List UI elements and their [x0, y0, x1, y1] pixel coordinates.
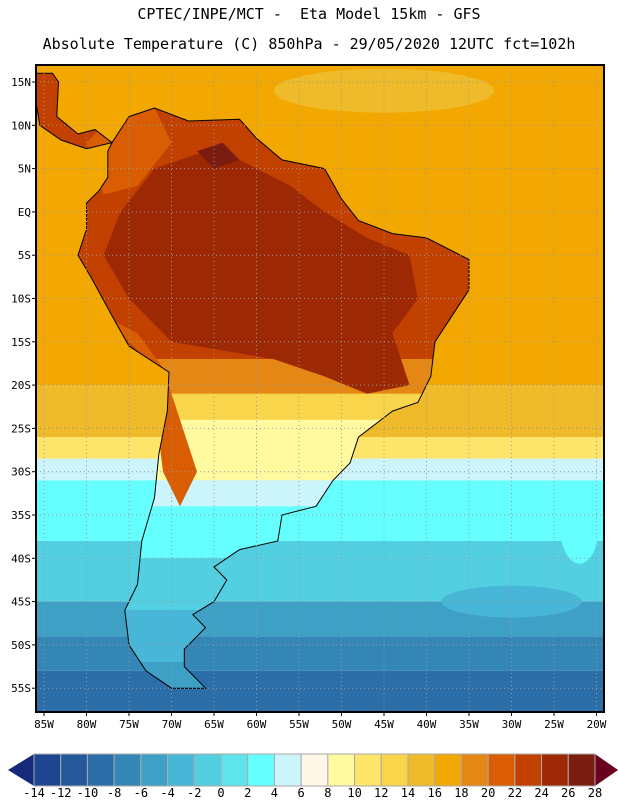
- amazon-hot-region: [103, 151, 418, 394]
- colorbar-over-arrow: [595, 754, 618, 786]
- lon-label: 65W: [204, 718, 224, 731]
- hot-core: [197, 142, 240, 169]
- ocean-temperature-band: [36, 636, 604, 671]
- colorbar-label: -4: [160, 786, 174, 800]
- colorbar-swatch: [514, 753, 543, 787]
- map-field: [36, 65, 604, 712]
- colorbar-label: -2: [187, 786, 201, 800]
- colorbar-label: 10: [347, 786, 361, 800]
- lon-label: 45W: [374, 718, 394, 731]
- colorbar-label: -10: [77, 786, 99, 800]
- lat-label: 15N: [11, 76, 31, 89]
- map-frame: [35, 64, 605, 713]
- colorbar-swatch: [567, 753, 596, 787]
- colorbar-swatch: [247, 753, 275, 787]
- colorbar-label: 28: [588, 786, 602, 800]
- colorbar-label: 16: [427, 786, 441, 800]
- colorbar-swatch: [487, 753, 516, 787]
- colorbar-swatch: [33, 753, 62, 787]
- colorbar-under-arrow: [8, 754, 34, 786]
- colorbar-label: -12: [50, 786, 72, 800]
- colorbar-swatch: [380, 753, 409, 787]
- colorbar-swatch: [273, 753, 302, 787]
- lon-label: 75W: [119, 718, 139, 731]
- lon-label: 85W: [34, 718, 54, 731]
- lon-label: 50W: [332, 718, 352, 731]
- colorbar-swatch: [167, 753, 195, 787]
- chart-subtitle: Absolute Temperature (C) 850hPa - 29/05/…: [42, 35, 576, 53]
- colorbar-swatch: [193, 753, 222, 787]
- lat-label: 10N: [11, 119, 31, 132]
- colorbar-label: 14: [401, 786, 415, 800]
- lon-label: 40W: [417, 718, 437, 731]
- lon-label: 35W: [459, 718, 479, 731]
- lat-label: 35S: [11, 509, 31, 522]
- andes-region: [103, 315, 197, 507]
- lon-label: 60W: [247, 718, 267, 731]
- colorbar-swatch: [60, 753, 88, 787]
- colorbar-label: 20: [481, 786, 495, 800]
- lat-label: 15S: [11, 336, 31, 349]
- colorbar-label: -6: [134, 786, 148, 800]
- lat-label: 10S: [11, 293, 31, 306]
- colorbar-label: 24: [534, 786, 548, 800]
- colorbar-swatch: [434, 753, 462, 787]
- lon-label: 20W: [587, 718, 607, 731]
- lat-label: 30S: [11, 466, 31, 479]
- lat-label: 5S: [18, 249, 31, 262]
- colorbar-label: -14: [23, 786, 45, 800]
- colorbar-label: 6: [298, 786, 305, 800]
- lat-label: 25S: [11, 422, 31, 435]
- colorbar-swatch: [300, 753, 329, 787]
- ocean-cool-patch: [274, 68, 494, 113]
- colorbar-swatch: [113, 753, 142, 787]
- lon-label: 80W: [77, 718, 97, 731]
- colorbar-label: 0: [217, 786, 224, 800]
- colorbar-swatch: [220, 753, 249, 787]
- lat-label: 50S: [11, 639, 31, 652]
- lat-label: 45S: [11, 596, 31, 609]
- colorbar-swatch: [354, 753, 382, 787]
- lon-label: 70W: [162, 718, 182, 731]
- lat-label: 40S: [11, 552, 31, 565]
- ocean-temperature-band: [36, 670, 604, 712]
- chart-title: CPTEC/INPE/MCT - Eta Model 15km - GFS: [137, 5, 481, 23]
- colorbar-label: 18: [454, 786, 468, 800]
- colorbar-label: 4: [271, 786, 278, 800]
- colorbar-swatch: [541, 753, 569, 787]
- lat-label: 55S: [11, 682, 31, 695]
- colorbar-label: 8: [324, 786, 331, 800]
- lon-label: 55W: [289, 718, 309, 731]
- south-america-outline: [77, 107, 470, 689]
- colorbar-label: 2: [244, 786, 251, 800]
- ocean-warm-patch: [559, 483, 600, 564]
- lon-label: 30W: [502, 718, 522, 731]
- lon-label: 25W: [544, 718, 564, 731]
- lat-label: EQ: [18, 206, 31, 219]
- colorbar-swatch: [327, 753, 356, 787]
- lat-label: 20S: [11, 379, 31, 392]
- colorbar-label: 22: [508, 786, 522, 800]
- colorbar-swatch: [407, 753, 436, 787]
- lat-label: 5N: [18, 163, 31, 176]
- colorbar-swatch: [140, 753, 169, 787]
- colorbar-label: 26: [561, 786, 575, 800]
- colorbar-swatch: [86, 753, 115, 787]
- colorbar-swatch: [460, 753, 489, 787]
- colorbar-label: -8: [107, 786, 121, 800]
- colorbar-label: 12: [374, 786, 388, 800]
